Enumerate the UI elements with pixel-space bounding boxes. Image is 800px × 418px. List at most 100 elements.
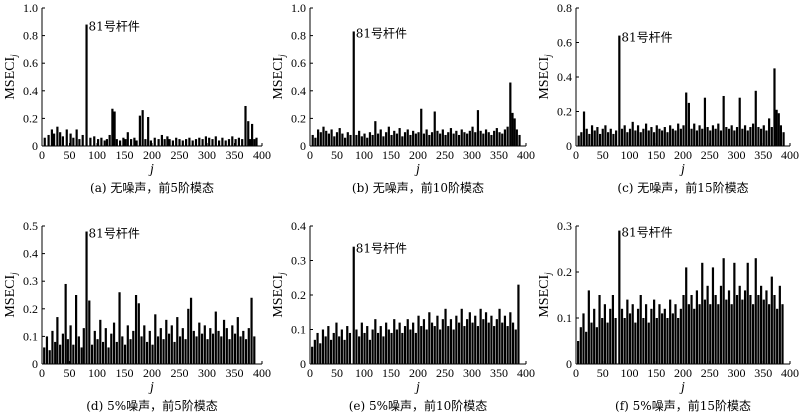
bar xyxy=(733,130,736,146)
bar xyxy=(735,295,739,364)
x-tick-label: 250 xyxy=(171,148,189,162)
bar xyxy=(775,109,778,146)
bar xyxy=(628,313,632,364)
bar xyxy=(615,130,618,146)
x-tick-label: 100 xyxy=(88,366,106,380)
bar xyxy=(603,304,606,364)
bar xyxy=(398,322,401,364)
bar xyxy=(105,139,108,146)
bar xyxy=(452,329,455,364)
bar xyxy=(133,137,136,146)
bar xyxy=(108,134,111,146)
y-tick-label: 0.1 xyxy=(557,311,572,325)
bar xyxy=(495,128,498,146)
bar xyxy=(444,308,447,364)
chart-panel-1: 0 50 100 150 200 250 300 350 400 0 0.2 0.4 0.6 0.8 1.0… xyxy=(3,1,271,195)
bar xyxy=(59,132,62,146)
x-tick-label: 150 xyxy=(382,366,400,380)
bar xyxy=(422,319,426,364)
x-tick-label: 100 xyxy=(355,148,373,162)
bar xyxy=(439,133,442,146)
bar xyxy=(321,329,325,364)
bar xyxy=(119,140,122,146)
bar xyxy=(490,134,493,146)
bar xyxy=(191,140,194,146)
bar xyxy=(395,133,399,146)
bar xyxy=(730,125,733,146)
bar xyxy=(412,130,415,146)
bar xyxy=(628,128,632,146)
bar xyxy=(311,346,314,364)
bar xyxy=(607,132,610,146)
bar xyxy=(639,295,642,364)
bar xyxy=(601,128,604,146)
bar xyxy=(776,308,779,364)
bar xyxy=(398,128,401,146)
bar xyxy=(126,132,129,146)
y-tick-label: 0.4 xyxy=(291,84,306,98)
bar xyxy=(722,258,725,364)
bar xyxy=(714,128,717,146)
bar xyxy=(360,322,363,364)
bar xyxy=(439,329,442,364)
bar xyxy=(335,132,339,146)
y-axis-title-subscript: j xyxy=(543,272,553,276)
bar xyxy=(147,117,150,146)
x-tick-label: 50 xyxy=(64,366,76,380)
bar xyxy=(208,137,211,146)
bar xyxy=(618,35,621,146)
bar xyxy=(743,125,747,146)
bar xyxy=(69,325,72,364)
panel-caption: (a) 无噪声，前5阶模态 xyxy=(90,180,214,195)
bar xyxy=(322,126,325,146)
x-tick-label: 250 xyxy=(436,366,454,380)
bar xyxy=(727,128,731,146)
bar xyxy=(441,319,444,364)
bar xyxy=(332,332,335,364)
y-tick-label: 0 xyxy=(300,139,306,153)
bar xyxy=(75,295,78,364)
bar xyxy=(765,290,768,364)
bar xyxy=(585,128,588,146)
bar xyxy=(316,332,319,364)
x-tick-label: 300 xyxy=(728,366,746,380)
bar xyxy=(428,312,431,364)
bar xyxy=(188,137,191,146)
x-tick-label: 150 xyxy=(647,366,665,380)
bar xyxy=(379,326,382,364)
bar xyxy=(201,139,204,146)
bar xyxy=(187,308,190,364)
x-axis-title: j xyxy=(679,162,685,177)
bar xyxy=(430,132,434,146)
bar xyxy=(47,134,50,146)
x-tick-label: 0 xyxy=(39,148,45,162)
bar xyxy=(385,322,388,364)
bar xyxy=(650,308,653,364)
bar xyxy=(577,341,580,364)
bar xyxy=(338,128,341,146)
bar xyxy=(371,134,374,146)
bar xyxy=(703,299,707,364)
bar xyxy=(706,285,709,364)
bar xyxy=(687,304,690,364)
bar xyxy=(687,102,690,147)
bar xyxy=(626,132,629,146)
bar xyxy=(468,312,471,364)
bar xyxy=(460,308,463,364)
bar xyxy=(606,322,609,364)
bar xyxy=(674,304,677,364)
bar xyxy=(85,231,88,364)
bar xyxy=(593,130,596,146)
y-tick-label: 1.0 xyxy=(291,1,306,15)
bar xyxy=(390,332,393,364)
bar xyxy=(466,133,469,146)
bar xyxy=(327,133,330,146)
y-tick-label: 0.1 xyxy=(23,329,38,343)
bar xyxy=(220,336,223,364)
bar xyxy=(690,128,693,146)
bar xyxy=(72,344,75,364)
bar xyxy=(72,137,75,146)
y-tick-label: 0 xyxy=(566,357,572,371)
y-tick-label: 0.6 xyxy=(291,56,306,70)
